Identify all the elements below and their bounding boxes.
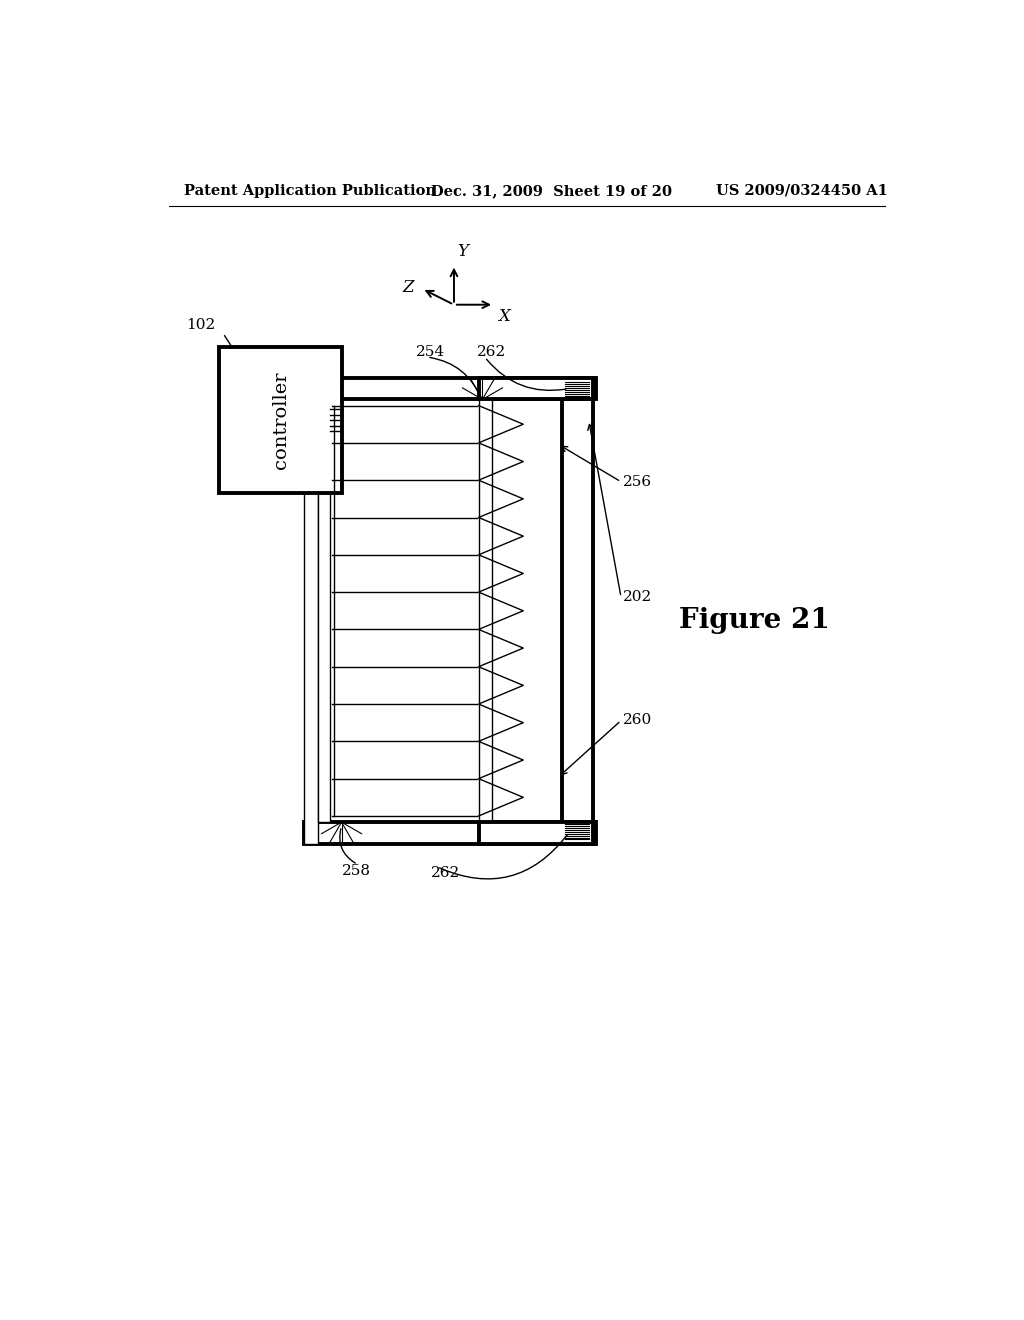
Text: 262: 262 bbox=[431, 866, 460, 880]
Bar bbox=[304, 378, 317, 843]
Bar bbox=[304, 378, 596, 400]
Text: Z: Z bbox=[402, 279, 415, 296]
Bar bbox=[478, 400, 493, 822]
Text: controller: controller bbox=[271, 371, 290, 469]
Text: Dec. 31, 2009  Sheet 19 of 20: Dec. 31, 2009 Sheet 19 of 20 bbox=[431, 183, 672, 198]
Text: Patent Application Publication: Patent Application Publication bbox=[184, 183, 436, 198]
Text: Figure 21: Figure 21 bbox=[679, 607, 829, 634]
Text: 102: 102 bbox=[186, 318, 215, 333]
Bar bbox=[317, 400, 330, 822]
Text: X: X bbox=[498, 308, 510, 325]
Bar bbox=[562, 400, 593, 822]
Text: 256: 256 bbox=[624, 475, 652, 488]
Bar bbox=[478, 822, 593, 843]
Text: 260: 260 bbox=[624, 714, 652, 727]
Text: 262: 262 bbox=[477, 346, 506, 359]
Text: Y: Y bbox=[457, 243, 468, 260]
Text: 254: 254 bbox=[416, 346, 444, 359]
Bar bbox=[478, 378, 593, 400]
Text: 258: 258 bbox=[342, 863, 372, 878]
Text: US 2009/0324450 A1: US 2009/0324450 A1 bbox=[716, 183, 888, 198]
Bar bbox=[219, 347, 342, 494]
Text: 202: 202 bbox=[624, 590, 652, 605]
Bar bbox=[304, 822, 596, 843]
